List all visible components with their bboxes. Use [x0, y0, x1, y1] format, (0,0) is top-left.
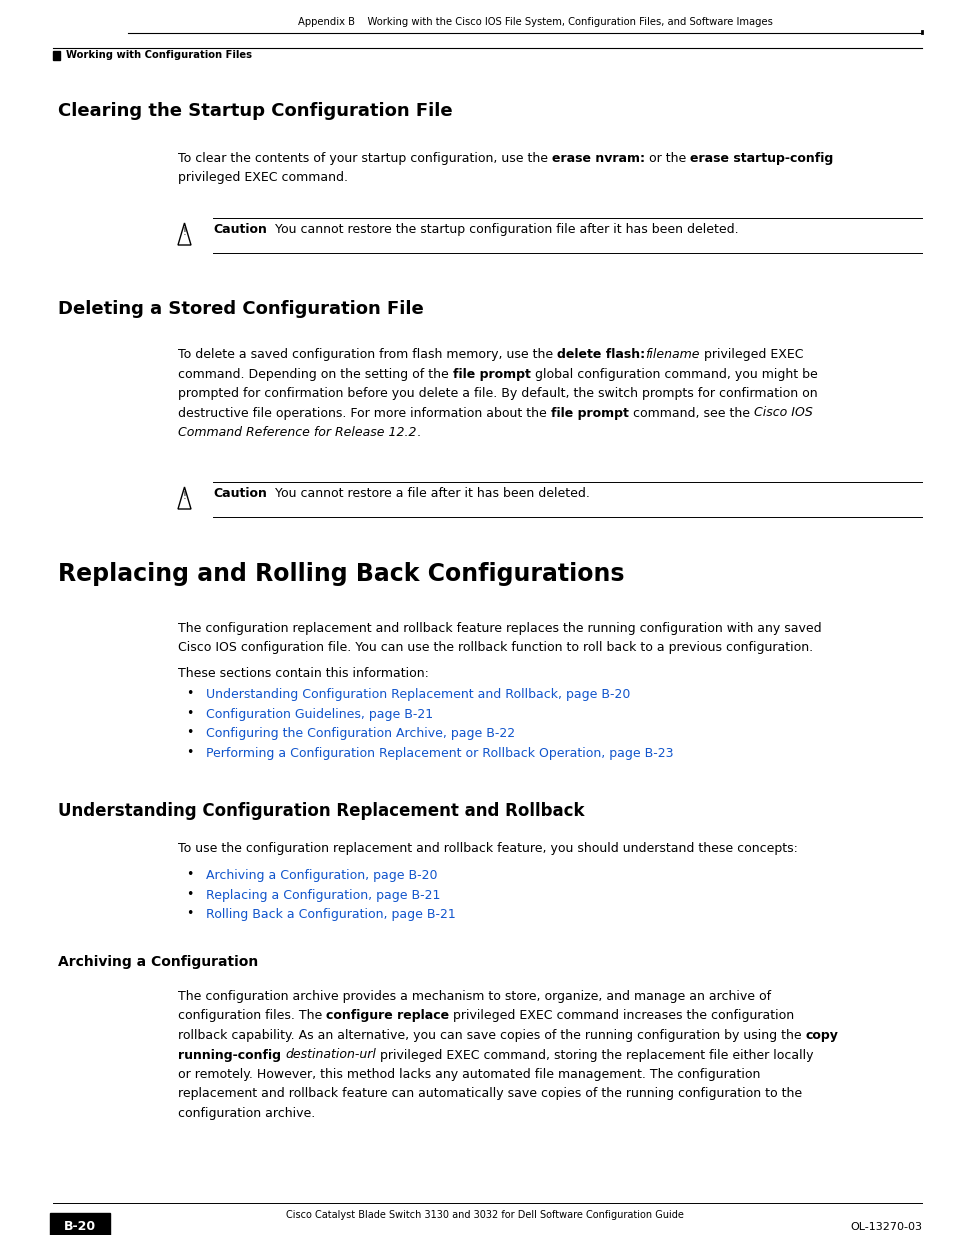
- Text: Archiving a Configuration, page B-20: Archiving a Configuration, page B-20: [206, 869, 437, 882]
- Text: •: •: [186, 908, 193, 920]
- Text: privileged EXEC: privileged EXEC: [699, 348, 802, 361]
- Text: •: •: [186, 746, 193, 758]
- Text: To use the configuration replacement and rollback feature, you should understand: To use the configuration replacement and…: [178, 842, 797, 855]
- Bar: [53, 51, 60, 61]
- Text: global configuration command, you might be: global configuration command, you might …: [530, 368, 817, 380]
- Text: Configuration Guidelines, page B-21: Configuration Guidelines, page B-21: [206, 708, 433, 721]
- Text: destination-url: destination-url: [285, 1049, 375, 1062]
- Text: running-config: running-config: [178, 1049, 281, 1062]
- Text: filename: filename: [644, 348, 699, 361]
- Text: Replacing a Configuration, page B-21: Replacing a Configuration, page B-21: [206, 889, 440, 902]
- Text: delete flash:: delete flash:: [557, 348, 644, 361]
- Text: Replacing and Rolling Back Configurations: Replacing and Rolling Back Configuration…: [58, 562, 624, 585]
- Text: B-20: B-20: [64, 1220, 96, 1234]
- Text: Understanding Configuration Replacement and Rollback, page B-20: Understanding Configuration Replacement …: [206, 688, 630, 701]
- Text: command. Depending on the setting of the: command. Depending on the setting of the: [178, 368, 453, 380]
- Text: •: •: [186, 868, 193, 882]
- Text: •: •: [186, 706, 193, 720]
- Text: These sections contain this information:: These sections contain this information:: [178, 667, 429, 679]
- Text: The configuration archive provides a mechanism to store, organize, and manage an: The configuration archive provides a mec…: [178, 990, 770, 1003]
- Bar: [50, 1213, 110, 1235]
- Text: Command Reference for Release 12.2: Command Reference for Release 12.2: [178, 426, 416, 438]
- Text: file prompt: file prompt: [453, 368, 530, 380]
- Text: configuration files. The: configuration files. The: [178, 1009, 326, 1023]
- Text: command, see the: command, see the: [628, 406, 753, 420]
- Text: privileged EXEC command, storing the replacement file either locally: privileged EXEC command, storing the rep…: [375, 1049, 813, 1062]
- Text: OL-13270-03: OL-13270-03: [849, 1221, 921, 1233]
- Text: Clearing the Startup Configuration File: Clearing the Startup Configuration File: [58, 103, 452, 120]
- Text: Archiving a Configuration: Archiving a Configuration: [58, 955, 258, 969]
- Text: !: !: [182, 492, 186, 501]
- Text: •: •: [186, 688, 193, 700]
- Text: configuration archive.: configuration archive.: [178, 1107, 314, 1120]
- Text: destructive file operations. For more information about the: destructive file operations. For more in…: [178, 406, 550, 420]
- Text: privileged EXEC command increases the configuration: privileged EXEC command increases the co…: [449, 1009, 794, 1023]
- Text: .: .: [416, 426, 420, 438]
- Text: copy: copy: [804, 1029, 838, 1042]
- Text: Performing a Configuration Replacement or Rollback Operation, page B-23: Performing a Configuration Replacement o…: [206, 747, 673, 760]
- Text: To delete a saved configuration from flash memory, use the: To delete a saved configuration from fla…: [178, 348, 557, 361]
- Text: privileged EXEC command.: privileged EXEC command.: [178, 172, 348, 184]
- Text: Working with Configuration Files: Working with Configuration Files: [66, 49, 252, 59]
- Text: erase nvram:: erase nvram:: [552, 152, 644, 165]
- Text: !: !: [182, 227, 186, 237]
- Text: Rolling Back a Configuration, page B-21: Rolling Back a Configuration, page B-21: [206, 908, 456, 921]
- Text: You cannot restore a file after it has been deleted.: You cannot restore a file after it has b…: [274, 487, 589, 500]
- Text: Cisco IOS: Cisco IOS: [753, 406, 812, 420]
- Text: To clear the contents of your startup configuration, use the: To clear the contents of your startup co…: [178, 152, 552, 165]
- Text: Cisco IOS configuration file. You can use the rollback function to roll back to : Cisco IOS configuration file. You can us…: [178, 641, 812, 655]
- Text: or the: or the: [644, 152, 690, 165]
- Text: replacement and rollback feature can automatically save copies of the running co: replacement and rollback feature can aut…: [178, 1088, 801, 1100]
- Text: Cisco Catalyst Blade Switch 3130 and 3032 for Dell Software Configuration Guide: Cisco Catalyst Blade Switch 3130 and 303…: [286, 1210, 683, 1220]
- Text: Configuring the Configuration Archive, page B-22: Configuring the Configuration Archive, p…: [206, 727, 515, 740]
- Text: •: •: [186, 726, 193, 740]
- Text: You cannot restore the startup configuration file after it has been deleted.: You cannot restore the startup configura…: [274, 224, 738, 236]
- Text: •: •: [186, 888, 193, 900]
- Text: or remotely. However, this method lacks any automated file management. The confi: or remotely. However, this method lacks …: [178, 1068, 760, 1081]
- Text: Deleting a Stored Configuration File: Deleting a Stored Configuration File: [58, 300, 423, 317]
- Text: Caution: Caution: [213, 487, 267, 500]
- Text: prompted for confirmation before you delete a file. By default, the switch promp: prompted for confirmation before you del…: [178, 387, 817, 400]
- Text: rollback capability. As an alternative, you can save copies of the running confi: rollback capability. As an alternative, …: [178, 1029, 804, 1042]
- Text: The configuration replacement and rollback feature replaces the running configur: The configuration replacement and rollba…: [178, 622, 821, 635]
- Text: Caution: Caution: [213, 224, 267, 236]
- Text: Understanding Configuration Replacement and Rollback: Understanding Configuration Replacement …: [58, 802, 584, 820]
- Text: configure replace: configure replace: [326, 1009, 449, 1023]
- Text: file prompt: file prompt: [550, 406, 628, 420]
- Text: erase startup-config: erase startup-config: [690, 152, 833, 165]
- Text: Appendix B    Working with the Cisco IOS File System, Configuration Files, and S: Appendix B Working with the Cisco IOS Fi…: [297, 17, 772, 27]
